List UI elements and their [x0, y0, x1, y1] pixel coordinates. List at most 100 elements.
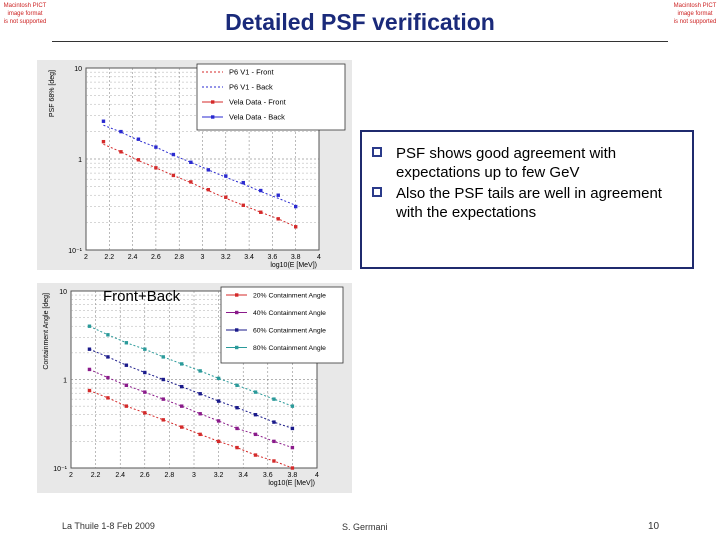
legend-box	[220, 286, 344, 364]
data-point	[124, 363, 129, 367]
data-point	[124, 341, 129, 345]
series-line	[103, 124, 296, 206]
y-axis-label: PSF 68% [deg]	[49, 70, 56, 117]
x-tick-label: 3.4	[238, 472, 248, 479]
data-point	[124, 404, 129, 408]
checkbox-bullet-icon	[372, 147, 382, 157]
x-axis-label: log10(E [MeV])	[270, 262, 317, 269]
checkbox-bullet-icon	[372, 187, 382, 197]
x-tick-label: 2.4	[128, 254, 138, 261]
data-point	[171, 152, 176, 157]
data-point	[294, 225, 298, 229]
data-point	[235, 406, 239, 410]
y-tick-label: 10	[59, 289, 67, 296]
slide-title: Detailed PSF verification	[225, 9, 495, 35]
data-point	[206, 187, 211, 192]
data-point	[253, 413, 258, 417]
series-line	[89, 348, 293, 429]
data-point	[272, 420, 276, 424]
pict-notice-line: Macintosh PICT	[3, 3, 47, 9]
legend-marker	[235, 345, 239, 350]
x-tick-label: 3.2	[214, 472, 224, 479]
bullet-item: Also the PSF tails are well in agreement…	[370, 184, 684, 222]
data-point	[241, 180, 245, 185]
data-point	[101, 139, 106, 144]
legend-entry: Vela Data - Front	[229, 98, 287, 107]
footer-conference: La Thuile 1-8 Feb 2009	[62, 521, 155, 531]
data-point	[189, 160, 193, 164]
data-point	[216, 419, 221, 423]
data-point	[259, 210, 263, 214]
y-tick-label: 10⁻¹	[53, 466, 67, 473]
data-point	[198, 369, 202, 373]
x-tick-label: 3.6	[268, 254, 278, 261]
data-point	[87, 367, 92, 372]
data-point	[180, 384, 184, 389]
data-point	[224, 174, 228, 178]
data-point	[180, 425, 184, 429]
x-tick-label: 2	[84, 254, 88, 261]
data-point	[294, 204, 298, 209]
data-point	[143, 390, 147, 394]
data-point	[154, 145, 158, 149]
data-point	[87, 388, 92, 393]
series-line	[103, 143, 296, 228]
bullet-box: PSF shows good agreement with expectatio…	[360, 130, 694, 269]
data-point	[161, 418, 165, 422]
x-tick-label: 3.4	[244, 254, 254, 261]
data-point	[290, 466, 295, 470]
data-point	[101, 119, 106, 123]
x-tick-label: 3.8	[288, 472, 298, 479]
data-point	[216, 439, 221, 444]
x-tick-label: 3.8	[291, 254, 301, 261]
data-point	[180, 404, 184, 408]
psf-chart-panel: 2 2.2 2.4 2.6 2.8 3 3.2 3.4 3.6 3.8 4 10 1 10⁻¹ log10(…	[37, 60, 352, 270]
x-tick-label: 2.4	[115, 472, 125, 479]
data-point	[259, 188, 263, 193]
legend-entry: 60% Containment Angle	[253, 328, 326, 335]
data-point	[253, 453, 258, 457]
bullet-text: PSF shows good agreement with expectatio…	[396, 145, 617, 181]
data-point	[276, 217, 280, 221]
data-point	[87, 347, 92, 351]
data-point	[124, 383, 129, 387]
pict-notice-line: is not supported	[673, 19, 717, 25]
data-point	[106, 333, 110, 337]
series-line	[89, 325, 293, 407]
data-point	[154, 166, 158, 170]
data-point	[198, 392, 202, 396]
series-line	[89, 390, 293, 469]
legend-marker	[235, 293, 239, 297]
y-tick-label: 1	[78, 157, 82, 164]
legend-entry: P6 V1 - Back	[229, 83, 273, 92]
x-tick-label: 4	[317, 254, 321, 261]
y-axis-label: Containment Angle [deg]	[43, 293, 50, 370]
data-point	[87, 324, 92, 328]
data-point	[272, 439, 276, 444]
x-tick-label: 3	[192, 472, 196, 479]
legend-entry: 20% Containment Angle	[253, 293, 326, 300]
footer-author: S. Germani	[342, 522, 388, 532]
x-tick-label: 3.6	[263, 472, 273, 479]
data-point	[224, 195, 228, 199]
y-tick-label: 10⁻¹	[68, 248, 82, 255]
data-point	[290, 445, 295, 450]
x-tick-label: 2.2	[91, 472, 101, 479]
x-tick-label: 2.6	[140, 472, 150, 479]
containment-chart-panel: 2 2.2 2.4 2.6 2.8 3 3.2 3.4 3.6 3.8 4 10 1 10⁻¹ log10(…	[37, 283, 352, 493]
data-point	[143, 347, 147, 351]
legend-marker	[235, 328, 239, 332]
data-point	[106, 355, 110, 359]
legend-marker	[211, 115, 215, 119]
pict-notice-line: image format	[677, 11, 713, 17]
data-point	[276, 193, 280, 197]
pict-notice-line: is not supported	[3, 19, 47, 25]
data-point	[235, 426, 239, 431]
y-tick-label: 10	[74, 66, 82, 73]
data-point	[253, 432, 258, 437]
legend-marker	[235, 310, 239, 315]
data-point	[272, 459, 276, 463]
pict-notice-right: Macintosh PICT image format is not suppo…	[670, 2, 720, 26]
data-point	[189, 180, 193, 184]
x-tick-label: 2.2	[104, 254, 114, 261]
